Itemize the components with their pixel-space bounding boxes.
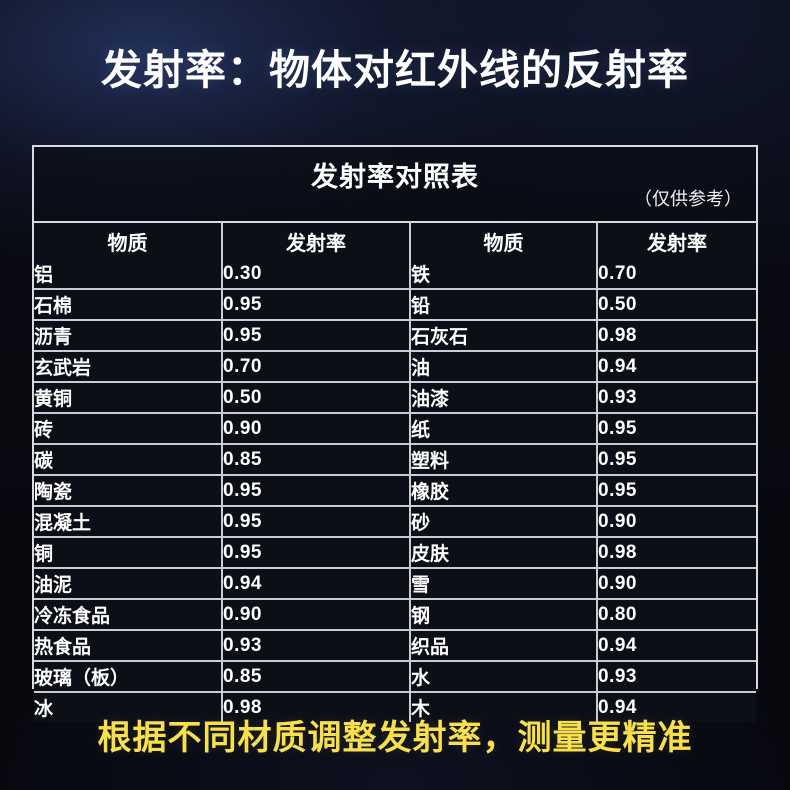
table-caption-band: 发射率对照表 （仅供参考） <box>34 147 756 221</box>
cell-emissivity: 0.95 <box>597 413 756 445</box>
cell-material: 铜 <box>34 537 223 569</box>
cell-material: 油泥 <box>34 568 223 600</box>
cell-material: 砂 <box>410 506 598 538</box>
table-row: 玄武岩 0.70 油 0.94 <box>34 351 756 383</box>
column-header-material-right: 物质 <box>410 222 598 259</box>
emissivity-table: 物质 发射率 物质 发射率 铝 0.30 铁 0.70 石棉 0.95 铅 0. <box>34 221 756 722</box>
cell-emissivity: 0.85 <box>222 444 411 476</box>
cell-material: 铅 <box>410 289 598 321</box>
cell-emissivity: 0.95 <box>222 289 411 321</box>
cell-emissivity: 0.90 <box>222 599 411 631</box>
cell-emissivity: 0.94 <box>597 692 756 722</box>
cell-material: 热食品 <box>34 630 223 662</box>
cell-emissivity: 0.50 <box>222 382 411 414</box>
cell-material: 铝 <box>34 259 223 290</box>
cell-material: 玻璃（板） <box>34 661 223 693</box>
table-header-row: 物质 发射率 物质 发射率 <box>34 222 756 259</box>
cell-emissivity: 0.94 <box>597 351 756 383</box>
cell-emissivity: 0.95 <box>222 320 411 352</box>
cell-material: 砖 <box>34 413 223 445</box>
cell-emissivity: 0.95 <box>597 444 756 476</box>
cell-emissivity: 0.94 <box>222 568 411 600</box>
table-row: 铜 0.95 皮肤 0.98 <box>34 537 756 569</box>
cell-material: 橡胶 <box>410 475 598 507</box>
cell-material: 油 <box>410 351 598 383</box>
cell-material: 纸 <box>410 413 598 445</box>
cell-material: 水 <box>410 661 598 693</box>
cell-emissivity: 0.70 <box>597 259 756 290</box>
table-row: 陶瓷 0.95 橡胶 0.95 <box>34 475 756 507</box>
cell-emissivity: 0.80 <box>597 599 756 631</box>
cell-material: 木 <box>410 692 598 722</box>
cell-emissivity: 0.95 <box>222 537 411 569</box>
cell-material: 塑料 <box>410 444 598 476</box>
cell-emissivity: 0.98 <box>222 692 411 722</box>
cell-emissivity: 0.94 <box>597 630 756 662</box>
cell-material: 碳 <box>34 444 223 476</box>
cell-emissivity: 0.93 <box>597 382 756 414</box>
table-caption-note: （仅供参考） <box>634 189 742 209</box>
cell-material: 沥青 <box>34 320 223 352</box>
cell-material: 油漆 <box>410 382 598 414</box>
cell-material: 铁 <box>410 259 598 290</box>
table-row: 石棉 0.95 铅 0.50 <box>34 289 756 321</box>
cell-material: 混凝土 <box>34 506 223 538</box>
cell-material: 石棉 <box>34 289 223 321</box>
cell-emissivity: 0.30 <box>222 259 411 290</box>
cell-emissivity: 0.70 <box>222 351 411 383</box>
cell-material: 玄武岩 <box>34 351 223 383</box>
table-row: 热食品 0.93 织品 0.94 <box>34 630 756 662</box>
column-header-emissivity-right: 发射率 <box>597 222 756 259</box>
table-row: 碳 0.85 塑料 0.95 <box>34 444 756 476</box>
table-row: 沥青 0.95 石灰石 0.98 <box>34 320 756 352</box>
page-title: 发射率：物体对红外线的反射率 <box>101 47 689 93</box>
table-row: 黄铜 0.50 油漆 0.93 <box>34 382 756 414</box>
cell-emissivity: 0.85 <box>222 661 411 693</box>
table-row: 冷冻食品 0.90 钢 0.80 <box>34 599 756 631</box>
table-row: 铝 0.30 铁 0.70 <box>34 259 756 290</box>
cell-material: 皮肤 <box>410 537 598 569</box>
cell-emissivity: 0.95 <box>222 506 411 538</box>
cell-material: 黄铜 <box>34 382 223 414</box>
emissivity-table-panel: 发射率对照表 （仅供参考） 物质 发射率 物质 发射率 铝 0.30 铁 <box>32 145 758 722</box>
table-caption: 发射率对照表 <box>311 162 479 192</box>
cell-material: 冷冻食品 <box>34 599 223 631</box>
cell-material: 雪 <box>410 568 598 600</box>
cell-emissivity: 0.95 <box>222 475 411 507</box>
cell-emissivity: 0.93 <box>597 661 756 693</box>
table-row: 冰 0.98 木 0.94 <box>34 692 756 722</box>
cell-emissivity: 0.93 <box>222 630 411 662</box>
table-row: 玻璃（板） 0.85 水 0.93 <box>34 661 756 693</box>
cell-material: 冰 <box>34 692 223 722</box>
cell-emissivity: 0.98 <box>597 320 756 352</box>
footer-note: 根据不同材质调整发射率，测量更精准 <box>97 719 693 757</box>
column-header-material-left: 物质 <box>34 222 223 259</box>
table-row: 油泥 0.94 雪 0.90 <box>34 568 756 600</box>
cell-emissivity: 0.95 <box>597 475 756 507</box>
cell-emissivity: 0.50 <box>597 289 756 321</box>
table-row: 混凝土 0.95 砂 0.90 <box>34 506 756 538</box>
cell-emissivity: 0.90 <box>597 506 756 538</box>
column-header-emissivity-left: 发射率 <box>222 222 411 259</box>
cell-emissivity: 0.90 <box>597 568 756 600</box>
cell-emissivity: 0.98 <box>597 537 756 569</box>
cell-material: 钢 <box>410 599 598 631</box>
cell-material: 石灰石 <box>410 320 598 352</box>
cell-material: 陶瓷 <box>34 475 223 507</box>
table-row: 砖 0.90 纸 0.95 <box>34 413 756 445</box>
cell-material: 织品 <box>410 630 598 662</box>
cell-emissivity: 0.90 <box>222 413 411 445</box>
